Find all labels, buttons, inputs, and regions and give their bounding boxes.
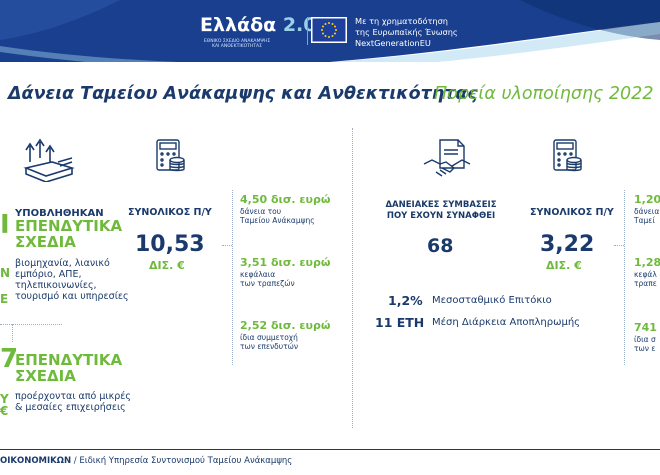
sectors-text: βιομηχανία, λιανικό εμπόριο, ΑΠΕ, τηλεπι… [15, 258, 129, 302]
budget2-unit: ΔΙΣ. € [546, 259, 582, 272]
budget1-item2-desc: κεφάλαια των τραπεζών [240, 270, 295, 288]
contracts-count: 68 [427, 235, 454, 257]
heading-line2: ΣΧΕΔΙΑ [15, 233, 76, 251]
budget1-bracket-tick [222, 245, 232, 246]
budget1-item1-value: 4,50 δισ. ευρώ [240, 193, 331, 206]
page-subtitle: Πορεία υλοποίησης 2022 [434, 84, 654, 104]
growth-arrows-icon [23, 138, 75, 182]
budget1-item2-value: 3,51 δισ. ευρώ [240, 256, 331, 269]
contracts-label-line2: ΠΟΥ ΕΧΟΥΝ ΣΥΝΑΦΘΕΙ [386, 211, 496, 221]
sme-plans-heading: ΕΠΕΝΔΥΤΙΚΑ ΣΧΕΔΙΑ [15, 352, 122, 384]
item3-desc-line1: ίδια συμμετοχή [240, 333, 298, 342]
sectors-line3: τηλεπικοινωνίες, [15, 280, 97, 291]
page-title: Δάνεια Ταμείου Ανάκαμψης και Ανθεκτικότη… [8, 84, 478, 104]
repayment-years-value: 11 ΕΤΗ [375, 315, 425, 330]
sectors-line4: τουρισμό και υπηρεσίες [15, 291, 129, 302]
cut-letter-y: Υ [0, 392, 9, 406]
logo-subtitle: ΕΘΝΙΚΟ ΣΧΕΔΙΟ ΑΝΑΚΑΜΨΗΣ ΚΑΙ ΑΝΘΕΚΤΙΚΟΤΗΤ… [202, 39, 272, 49]
greece-2-0-logo: Ελλάδα 2.0 [200, 14, 316, 36]
interest-rate-value: 1,2% [388, 293, 423, 308]
header-divider [307, 17, 308, 45]
budget1-item1-desc: δάνεια του Ταμείου Ανάκαμψης [240, 207, 315, 225]
sectors-line2: εμπόριο, ΑΠΕ, [15, 269, 82, 280]
sectors-line1: βιομηχανία, λιανικό [15, 258, 110, 269]
b2-item3-d1: ίδια σ [634, 335, 656, 344]
eu-flag-icon [311, 17, 347, 43]
b2-item3-d2: των ε [634, 344, 656, 353]
investment-plans-heading: ΕΠΕΝΔΥΤΙΚΑ ΣΧΕΔΙΑ [15, 218, 122, 250]
budget2-item2-value: 1,28 [634, 256, 660, 269]
sme-count: 7 [0, 344, 19, 374]
budget1-unit: ΔΙΣ. € [149, 259, 185, 272]
repayment-years-label: Μέση Διάρκεια Αποπληρωμής [432, 317, 581, 328]
cut-letter-n: Ν [0, 266, 11, 280]
item1-desc-line2: Ταμείου Ανάκαμψης [240, 216, 315, 225]
handshake-contract-icon [423, 139, 471, 177]
budget1-item3-value: 2,52 δισ. ευρώ [240, 319, 331, 332]
eu-line1: Με τη χρηματοδότηση [355, 16, 448, 26]
contracts-label: ΔΑΝΕΙΑΚΕΣ ΣΥΜΒΑΣΕΙΣ ΠΟΥ ΕΧΟΥΝ ΣΥΝΑΦΘΕΙ [382, 200, 500, 222]
left-divider [0, 324, 62, 325]
cut-letter-e: Ε [0, 292, 9, 306]
eu-funding-text: Με τη χρηματοδότηση της Ευρωπαϊκής Ένωση… [355, 16, 458, 49]
eu-line3: NextGenerationEU [355, 38, 431, 48]
budget1-item3-desc: ίδια συμμετοχή των επενδυτών [240, 333, 298, 351]
sme-heading-line2: ΣΧΕΔΙΑ [15, 367, 76, 385]
logo-sub-line2: ΚΑΙ ΑΝΘΕΚΤΙΚΟΤΗΤΑΣ [212, 44, 262, 49]
budget1-bracket [232, 190, 233, 365]
budget2-bracket-tick [614, 245, 624, 246]
budget2-item1-value: 1,20 [634, 193, 660, 206]
sme-desc-line1: προέρχονται από μικρές [15, 391, 131, 402]
budget2-amount: 3,22 [540, 232, 595, 257]
logo-sub-line1: ΕΘΝΙΚΟ ΣΧΕΔΙΟ ΑΝΑΚΑΜΨΗΣ [203, 39, 271, 44]
budget2-item2-desc: κεφάλ τραπε [634, 270, 657, 288]
interest-rate-label: Μεσοσταθμικό Επιτόκιο [432, 295, 552, 306]
item3-desc-line2: των επενδυτών [240, 342, 299, 351]
left-connector [12, 324, 13, 342]
budget1-label: ΣΥΝΟΛΙΚΟΣ Π/Υ [128, 207, 212, 218]
sme-desc-line2: & μεσαίες επιχειρήσεις [15, 402, 126, 413]
item2-desc-line2: των τραπεζών [240, 279, 295, 288]
sme-heading-line1: ΕΠΕΝΔΥΤΙΚΑ [15, 351, 123, 369]
item1-desc-line1: δάνεια του [240, 207, 282, 216]
b2-item2-d1: κεφάλ [634, 270, 657, 279]
item2-desc-line1: κεφάλαια [240, 270, 276, 279]
budget2-bracket [624, 190, 625, 365]
section-divider [352, 128, 353, 428]
submitted-label: ΥΠΟΒΛΗΘΗΚΑΝ [15, 208, 104, 219]
b2-item1-d1: δάνεια [634, 207, 660, 216]
heading-line1: ΕΠΕΝΔΥΤΙΚΑ [15, 217, 123, 235]
contracts-label-line1: ΔΑΝΕΙΑΚΕΣ ΣΥΜΒΑΣΕΙΣ [385, 200, 497, 210]
footer-agency: / Ειδική Υπηρεσία Συντονισμού Ταμείου Αν… [71, 456, 293, 466]
logo-version: 2.0 [282, 14, 317, 36]
budget1-amount: 10,53 [135, 232, 205, 257]
sme-description: προέρχονται από μικρές & μεσαίες επιχειρ… [15, 391, 131, 413]
budget2-item3-value: 741 [634, 321, 657, 334]
eu-line2: της Ευρωπαϊκής Ένωσης [355, 27, 458, 37]
calculator-coins-icon [156, 139, 185, 172]
b2-item1-d2: Ταμεί [634, 216, 655, 225]
footer-ministry: ΟΙΚΟΝΟΜΙΚΩΝ [0, 456, 72, 466]
footer-rule [0, 449, 660, 450]
b2-item2-d2: τραπε [634, 279, 657, 288]
calculator-coins-icon-2 [553, 139, 582, 172]
submitted-count: Ι [0, 210, 10, 240]
cut-euro: € [0, 404, 9, 418]
logo-title: Ελλάδα [200, 14, 277, 36]
budget2-label: ΣΥΝΟΛΙΚΟΣ Π/Υ [530, 207, 614, 218]
budget2-item1-desc: δάνεια Ταμεί [634, 207, 659, 225]
budget2-item3-desc: ίδια σ των ε [634, 335, 656, 353]
footer-credit: ΟΙΚΟΝΟΜΙΚΩΝ / Ειδική Υπηρεσία Συντονισμο… [0, 456, 292, 466]
